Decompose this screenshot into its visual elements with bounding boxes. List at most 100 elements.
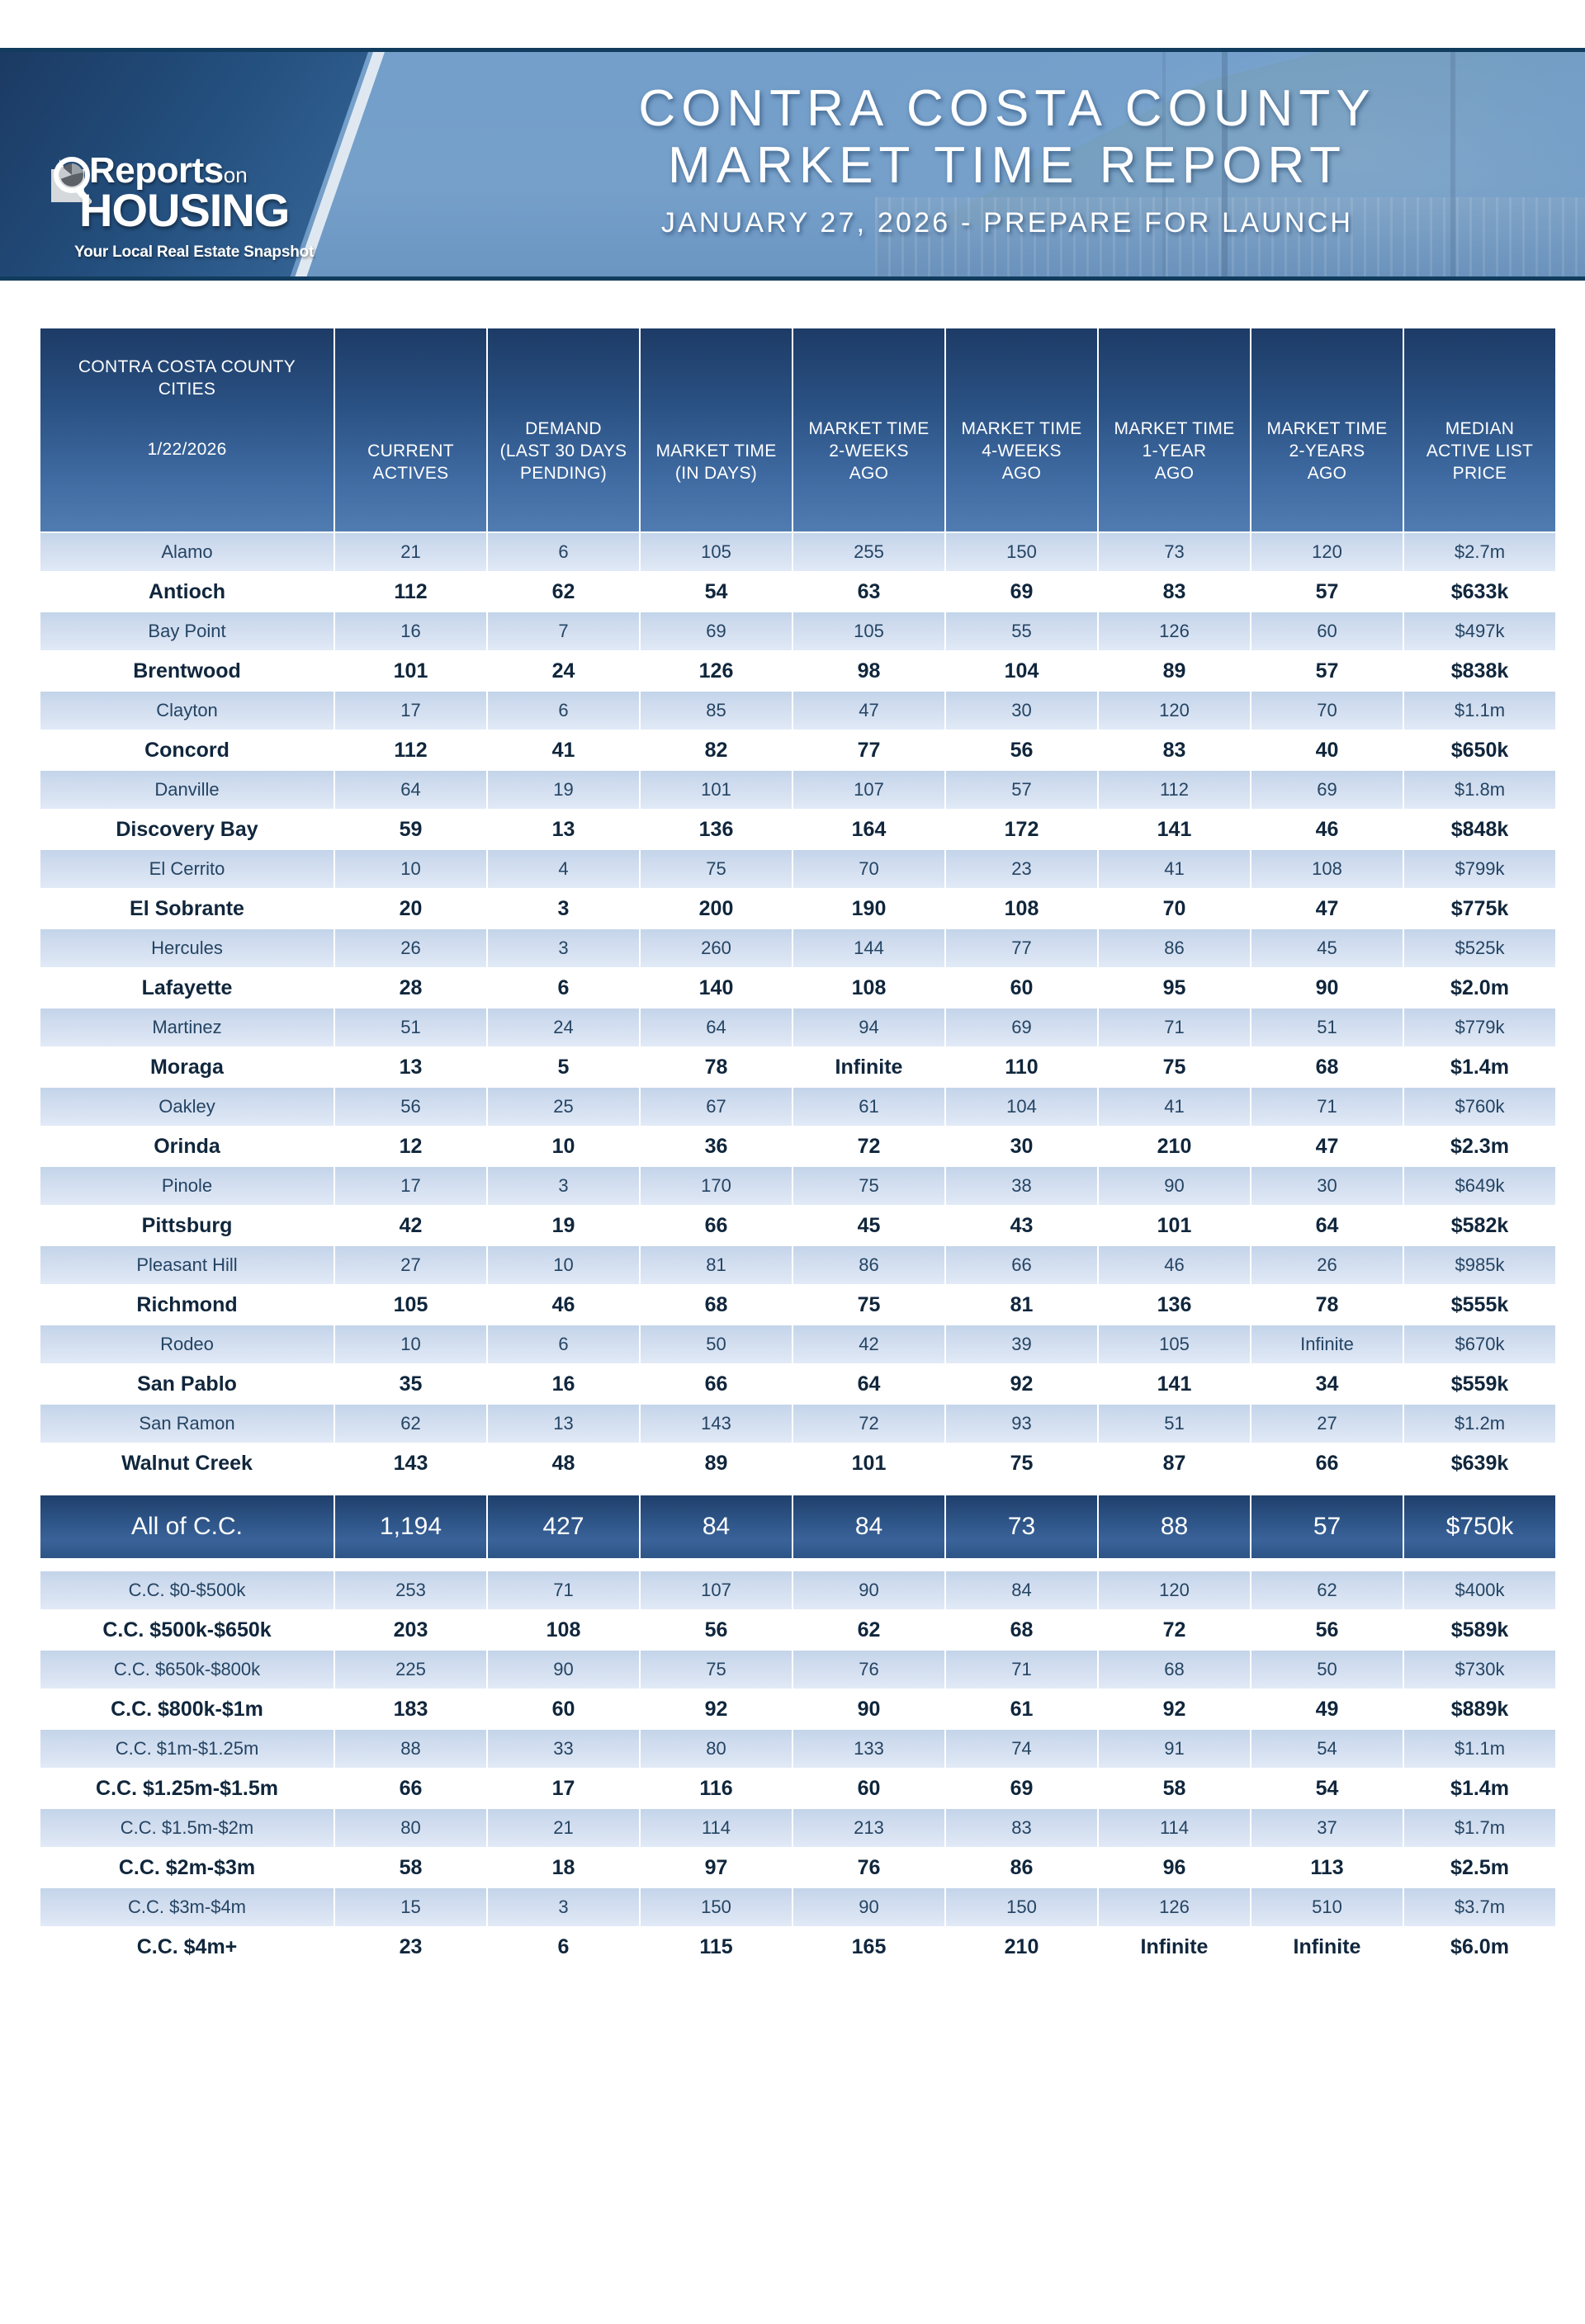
table-cell: 10 (335, 850, 486, 888)
table-cell: 88 (1099, 1495, 1250, 1558)
header-line: MARKET TIME (808, 419, 930, 439)
table-cell: 92 (641, 1690, 792, 1728)
row-label: Pittsburg (40, 1207, 334, 1245)
table-cell: Infinite (1251, 1928, 1403, 1966)
table-cell: 81 (946, 1286, 1097, 1324)
table-cell: 39 (946, 1325, 1097, 1363)
row-label: Moraga (40, 1048, 334, 1086)
table-cell: 47 (793, 692, 944, 730)
table-cell: $760k (1404, 1088, 1555, 1126)
table-cell: 1,194 (335, 1495, 486, 1558)
table-cell: $1.7m (1404, 1809, 1555, 1847)
table-cell: 255 (793, 533, 944, 571)
row-label: C.C. $3m-$4m (40, 1888, 334, 1926)
table-cell: 98 (793, 652, 944, 690)
table-cell: 114 (1099, 1809, 1250, 1847)
table-cell: 6 (488, 692, 639, 730)
table-cell: 96 (1099, 1849, 1250, 1887)
row-label: Alamo (40, 533, 334, 571)
header-line: DEMAND (525, 419, 602, 439)
table-cell: 62 (335, 1405, 486, 1443)
table-row: San Ramon 62 13 143 72 93 51 27 $1.2m (40, 1405, 1555, 1443)
row-label: C.C. $650k-$800k (40, 1651, 334, 1689)
table-cell: 15 (335, 1888, 486, 1926)
row-label: Antioch (40, 573, 334, 611)
table-cell: 5 (488, 1048, 639, 1086)
table-cell: 90 (793, 1690, 944, 1728)
table-cell: 75 (793, 1286, 944, 1324)
table-cell: 210 (1099, 1127, 1250, 1165)
header-line: PRICE (1452, 464, 1507, 484)
table-cell: $1.2m (1404, 1405, 1555, 1443)
table-cell: 57 (946, 771, 1097, 809)
table-cell: $555k (1404, 1286, 1555, 1324)
table-cell: $1.1m (1404, 692, 1555, 730)
row-label: Pleasant Hill (40, 1246, 334, 1284)
table-cell: 105 (335, 1286, 486, 1324)
table-row: C.C. $800k-$1m 183 60 92 90 61 92 49 $889k (40, 1690, 1555, 1728)
table-cell: 71 (488, 1571, 639, 1609)
table-cell: 57 (1251, 573, 1403, 611)
table-cell: 73 (946, 1495, 1097, 1558)
table-cell: $589k (1404, 1611, 1555, 1649)
row-label: San Ramon (40, 1405, 334, 1443)
table-cell: 101 (793, 1444, 944, 1482)
table-cell: 34 (1251, 1365, 1403, 1403)
row-label: Danville (40, 771, 334, 809)
table-cell: 75 (946, 1444, 1097, 1482)
table-cell: 75 (793, 1167, 944, 1205)
header-line: MARKET TIME (655, 442, 777, 461)
table-cell: 136 (641, 810, 792, 848)
table-cell: 60 (488, 1690, 639, 1728)
table-cell: 95 (1099, 969, 1250, 1007)
table-cell: 104 (946, 652, 1097, 690)
table-cell: 27 (335, 1246, 486, 1284)
table-cell: 13 (488, 1405, 639, 1443)
table-cell: 43 (946, 1207, 1097, 1245)
table-cell: 69 (641, 612, 792, 650)
table-cell: 90 (1099, 1167, 1250, 1205)
table-cell: 50 (641, 1325, 792, 1363)
table-cell: 77 (793, 731, 944, 769)
header-cities-line1: CONTRA COSTA COUNTY (78, 357, 296, 376)
table-cell: 55 (946, 612, 1097, 650)
table-cell: 75 (641, 1651, 792, 1689)
table-row: Antioch 112 62 54 63 69 83 57 $633k (40, 573, 1555, 611)
table-row: Pittsburg 42 19 66 45 43 101 64 $582k (40, 1207, 1555, 1245)
table-cell: 17 (488, 1769, 639, 1807)
table-cell: 33 (488, 1730, 639, 1768)
table-cell: $750k (1404, 1495, 1555, 1558)
table-cell: 144 (793, 929, 944, 967)
table-row: Pleasant Hill 27 10 81 86 66 46 26 $985k (40, 1246, 1555, 1284)
table-cell: 62 (1251, 1571, 1403, 1609)
table-cell: $730k (1404, 1651, 1555, 1689)
table-cell: 90 (488, 1651, 639, 1689)
row-label: C.C. $800k-$1m (40, 1690, 334, 1728)
header-report-date: 1/22/2026 (147, 439, 227, 459)
table-row: Concord 112 41 82 77 56 83 40 $650k (40, 731, 1555, 769)
table-cell: 78 (1251, 1286, 1403, 1324)
table-cell: $775k (1404, 890, 1555, 928)
table-cell: 114 (641, 1809, 792, 1847)
table-cell: $670k (1404, 1325, 1555, 1363)
table-cell: $6.0m (1404, 1928, 1555, 1966)
table-cell: 150 (946, 1888, 1097, 1926)
table-cell: 76 (793, 1849, 944, 1887)
row-label: Bay Point (40, 612, 334, 650)
table-cell: 6 (488, 1325, 639, 1363)
table-cell: 108 (946, 890, 1097, 928)
table-cell: 190 (793, 890, 944, 928)
table-cell: 126 (1099, 1888, 1250, 1926)
page-subtitle: JANUARY 27, 2026 - PREPARE FOR LAUNCH (660, 207, 1354, 239)
table-cell: 126 (1099, 612, 1250, 650)
table-cell: 107 (793, 771, 944, 809)
table-row: Lafayette 28 6 140 108 60 95 90 $2.0m (40, 969, 1555, 1007)
table-row: Pinole 17 3 170 75 38 90 30 $649k (40, 1167, 1555, 1205)
table-cell: 54 (641, 573, 792, 611)
table-cell: $1.4m (1404, 1769, 1555, 1807)
table-cell: $559k (1404, 1365, 1555, 1403)
logo-on-text: on (223, 163, 248, 187)
table-cell: 57 (1251, 652, 1403, 690)
table-cell: 92 (946, 1365, 1097, 1403)
table-cell: 60 (946, 969, 1097, 1007)
